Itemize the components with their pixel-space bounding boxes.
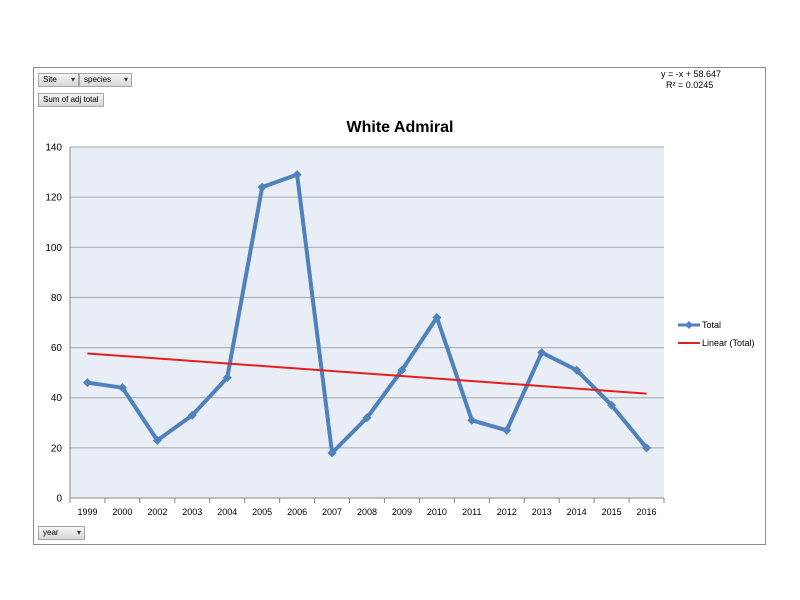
trendline-equation: y = -x + 58.647 (661, 69, 722, 79)
pivot-species-label: species (84, 75, 112, 84)
legend-label-total: Total (702, 320, 722, 330)
pivot-sum-label: Sum of adj total (43, 95, 99, 104)
filter-dropdown-icon: ▾ (123, 75, 128, 84)
legend-swatch-linear (678, 338, 700, 348)
legend-item-linear: Linear (Total) (678, 334, 755, 352)
trendline-r-squared: R² = 0.0245 (666, 80, 714, 90)
pivot-axis-year-button[interactable]: year ▾ (38, 526, 85, 540)
pivot-year-label: year (43, 528, 59, 537)
pivot-filter-species-button[interactable]: species ▾ (79, 73, 132, 87)
pivot-value-field-button[interactable]: Sum of adj total (38, 93, 104, 107)
legend-swatch-total (678, 320, 700, 330)
legend-label-linear: Linear (Total) (702, 338, 755, 348)
pivot-filter-site-button[interactable]: Site ▾ (38, 73, 79, 87)
pivot-site-label: Site (43, 75, 57, 84)
legend: Total Linear (Total) (678, 316, 755, 352)
filter-dropdown-icon: ▾ (70, 75, 75, 84)
legend-item-total: Total (678, 316, 755, 334)
filter-dropdown-icon: ▾ (76, 528, 81, 537)
chart-area (33, 67, 766, 545)
